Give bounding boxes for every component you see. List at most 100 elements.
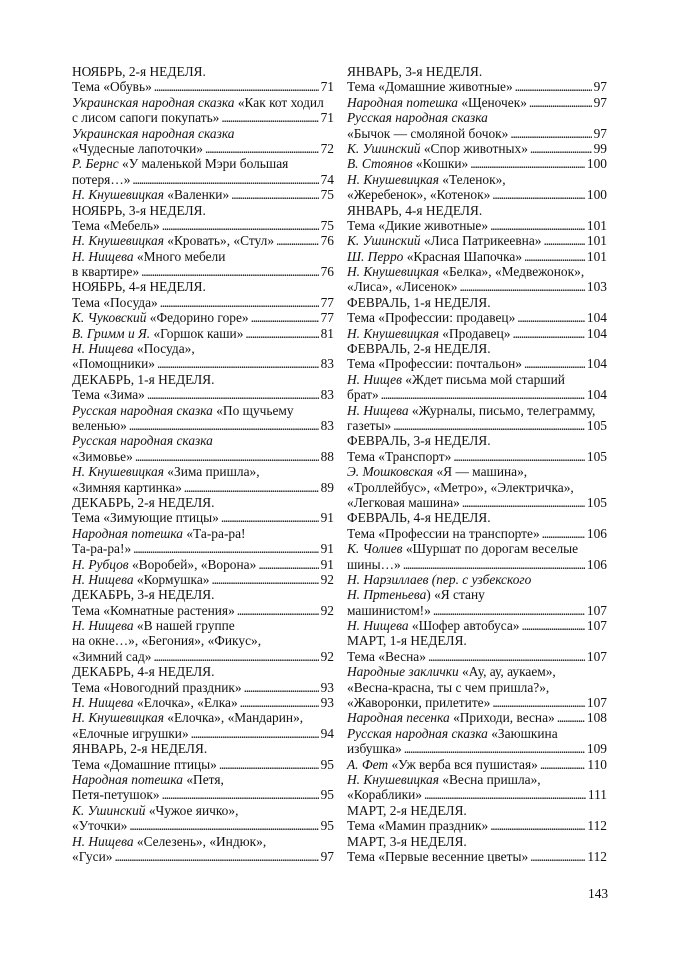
toc-entry[interactable]: В. Гримм и Я. «Горшок каши» 81 xyxy=(72,326,334,341)
toc-entry[interactable]: Тема «Весна» 107 xyxy=(347,649,607,664)
toc-entry[interactable]: Н. Кнушевицкая «Зима пришла», «Зимняя кар… xyxy=(72,464,334,495)
entry-title: «Чужое яичко», xyxy=(145,802,239,818)
toc-entry[interactable]: Народная потешка «Петя,Петя-петушок»95 xyxy=(72,772,334,803)
toc-entry[interactable]: Тема «Зима» 83 xyxy=(72,387,334,402)
dot-leader xyxy=(490,818,585,833)
entry-title: «Троллейбус», «Метро», «Электричка», xyxy=(347,479,574,495)
toc-entry[interactable]: Русская народная сказка «Заюшкина избушка… xyxy=(347,726,607,757)
toc-entry-line: на окне…», «Бегония», «Фикус», xyxy=(72,633,334,648)
entry-page-number: 103 xyxy=(586,279,607,295)
toc-entry[interactable]: Русская народная сказка «Бычок — смоляной… xyxy=(347,110,607,141)
toc-entry[interactable]: Тема «Профессии: продавец» 104 xyxy=(347,310,607,325)
toc-entry[interactable]: Тема «Дикие животные» 101 xyxy=(347,218,607,233)
toc-entry[interactable]: Тема «Домашние птицы» 95 xyxy=(72,757,334,772)
toc-entry[interactable]: Тема «Профессии на транспорте» 106 xyxy=(347,526,607,541)
author-name: А. Фет xyxy=(347,756,389,772)
entry-page-number: 101 xyxy=(586,217,607,233)
dot-leader xyxy=(433,603,585,618)
toc-entry[interactable]: Народная потешка «Та-ра-ра!Та-ра-ра!»91 xyxy=(72,526,334,557)
entry-title: машинистом!» xyxy=(347,602,431,618)
toc-entry[interactable]: В. Стоянов «Кошки» 100 xyxy=(347,156,607,171)
entry-title: «Елочка», «Елка» xyxy=(133,695,238,711)
entry-title: «По щучьему xyxy=(212,402,294,418)
toc-entry[interactable]: Р. Бернс «У маленькой Мэри большая потеря… xyxy=(72,156,334,187)
toc-entry[interactable]: Народные заклички «Ау, ау, аукаем», «Весн… xyxy=(347,664,607,710)
author-name: Э. Мошковская xyxy=(347,464,434,480)
toc-entry[interactable]: Н. Нищева «Журналы, письмо, телеграмму, г… xyxy=(347,403,607,434)
entry-title: «Лиса Патрикеевна» xyxy=(420,233,542,249)
toc-entry[interactable]: Тема «Комнатные растения» 92 xyxy=(72,603,334,618)
author-name: Ш. Перро xyxy=(347,248,404,264)
toc-entry[interactable]: Э. Мошковская «Я — машина», «Троллейбус»,… xyxy=(347,464,607,510)
toc-entry[interactable]: Н. Нищева «Шофер автобуса» 107 xyxy=(347,618,607,633)
toc-entry[interactable]: Тема «Мебель» 75 xyxy=(72,218,334,233)
toc-entry[interactable]: Тема «Зимующие птицы» 91 xyxy=(72,510,334,525)
entry-page-number: 71 xyxy=(320,110,334,126)
toc-entry[interactable]: Н. Кнушевицкая «Кровать», «Стул» 76 xyxy=(72,233,334,248)
dot-leader xyxy=(258,557,318,572)
toc-entry[interactable]: Тема «Профессии: почтальон» 104 xyxy=(347,356,607,371)
toc-entry[interactable]: Украинская народная сказка «Как кот ходи… xyxy=(72,95,334,126)
toc-entry[interactable]: Русская народная сказка«Зимовье» 88 xyxy=(72,433,334,464)
toc-entry[interactable]: Народная песенка «Приходи, весна» 108 xyxy=(347,710,607,725)
toc-entry[interactable]: Н. Кнушевицкая «Белка», «Медвежонок», «Ли… xyxy=(347,264,607,295)
toc-entry[interactable]: Тема «Посуда» 77 xyxy=(72,295,334,310)
dot-leader xyxy=(404,741,585,756)
toc-entry[interactable]: К. Чуковский «Федорино горе» 77 xyxy=(72,310,334,325)
toc-entry[interactable]: Н. Нищева «Селезень», «Индюк»,«Гуси»97 xyxy=(72,834,334,865)
dot-leader xyxy=(240,695,319,710)
toc-entry[interactable]: Н. Нищева «Кормушка» 92 xyxy=(72,572,334,587)
toc-entry[interactable]: Русская народная сказка «По щучьему велен… xyxy=(72,403,334,434)
toc-entry-line: Тема «Комнатные растения» 92 xyxy=(72,603,334,618)
toc-entry[interactable]: Н. Рубцов «Воробей», «Ворона» 91 xyxy=(72,557,334,572)
entry-title: «Зима пришла», xyxy=(163,464,260,480)
toc-entry[interactable]: Ш. Перро «Красная Шапочка» 101 xyxy=(347,249,607,264)
toc-entry-line: Н. Нищева «В нашей группе xyxy=(72,618,334,633)
toc-entry[interactable]: Тема «Мамин праздник» 112 xyxy=(347,818,607,833)
entry-page-number: 89 xyxy=(320,479,334,495)
toc-entry[interactable]: Н. Нищева «Посуда»,«Помощники» 83 xyxy=(72,341,334,372)
toc-entry[interactable]: К. Чолиев «Шуршат по дорогам веселые шины… xyxy=(347,541,607,572)
entry-title: «Шофер автобуса» xyxy=(408,618,520,634)
toc-entry[interactable]: Н. Кнушевицкая «Елочка», «Мандарин», «Ело… xyxy=(72,710,334,741)
toc-entry-line: Украинская народная сказка xyxy=(72,126,334,141)
toc-entry[interactable]: Народная потешка «Щеночек» 97 xyxy=(347,95,607,110)
week-heading: ФЕВРАЛЬ, 4-я НЕДЕЛЯ. xyxy=(347,510,491,526)
author-name: Н. Нищева xyxy=(72,833,134,849)
entry-page-number: 95 xyxy=(320,818,334,834)
toc-entry[interactable]: А. Фет «Уж верба вся пушистая» 110 xyxy=(347,757,607,772)
toc-entry[interactable]: Тема «Обувь» 71 xyxy=(72,79,334,94)
entry-title: газеты» xyxy=(347,417,392,433)
entry-title: ) «Я стану xyxy=(426,587,485,603)
toc-entry[interactable]: Украинская народная сказка «Чудесные лапо… xyxy=(72,126,334,157)
toc-entry-line: Н. Кнушевицкая «Кровать», «Стул» 76 xyxy=(72,233,334,248)
toc-entry[interactable]: Н. Кнушевицкая «Продавец» 104 xyxy=(347,326,607,341)
toc-entry-line: Тема «Первые весенние цветы» 112 xyxy=(347,849,607,864)
toc-entry-line: Народная песенка «Приходи, весна» 108 xyxy=(347,710,607,725)
toc-entry[interactable]: Н. Нищева «Елочка», «Елка» 93 xyxy=(72,695,334,710)
entry-page-number: 74 xyxy=(320,171,334,187)
entry-page-number: 95 xyxy=(320,787,334,803)
toc-entry[interactable]: Н. Нищева «В нашей группе на окне…», «Бег… xyxy=(72,618,334,664)
toc-entry[interactable]: Н. Кнушевицкая «Валенки» 75 xyxy=(72,187,334,202)
toc-entry-line: Тема «Домашние птицы» 95 xyxy=(72,757,334,772)
toc-entry[interactable]: Н. Нарзиллаев (пер. с узбекского Н. Пртен… xyxy=(347,572,607,618)
author-name: Р. Бернс xyxy=(72,156,119,172)
dot-leader xyxy=(393,418,585,433)
week-heading: ДЕКАБРЬ, 1-я НЕДЕЛЯ. xyxy=(72,371,215,387)
toc-entry[interactable]: Тема «Новогодний праздник» 93 xyxy=(72,680,334,695)
toc-entry-line: Та-ра-ра!» 91 xyxy=(72,541,334,556)
toc-entry[interactable]: Н. Кнушевицкая «Теленок», «Жеребенок», «К… xyxy=(347,172,607,203)
toc-entry[interactable]: К. Ушинский «Лиса Патрикеевна» 101 xyxy=(347,233,607,248)
toc-entry[interactable]: Тема «Домашние животные» 97 xyxy=(347,79,607,94)
toc-entry[interactable]: К. Ушинский «Чужое яичко»,«Уточки»95 xyxy=(72,803,334,834)
toc-entry[interactable]: Тема «Первые весенние цветы» 112 xyxy=(347,849,607,864)
toc-entry[interactable]: Н. Кнушевицкая «Весна пришла», «Кораблики… xyxy=(347,772,607,803)
author-name: Народная потешка xyxy=(72,771,184,787)
toc-entry[interactable]: Тема «Транспорт» 105 xyxy=(347,449,607,464)
toc-entry[interactable]: Н. Нищев «Ждет письма мой старшийбрат»10… xyxy=(347,372,607,403)
author-name: Н. Нищева xyxy=(347,618,409,634)
toc-entry[interactable]: К. Ушинский «Спор животных» 99 xyxy=(347,141,607,156)
dot-leader xyxy=(221,510,319,525)
